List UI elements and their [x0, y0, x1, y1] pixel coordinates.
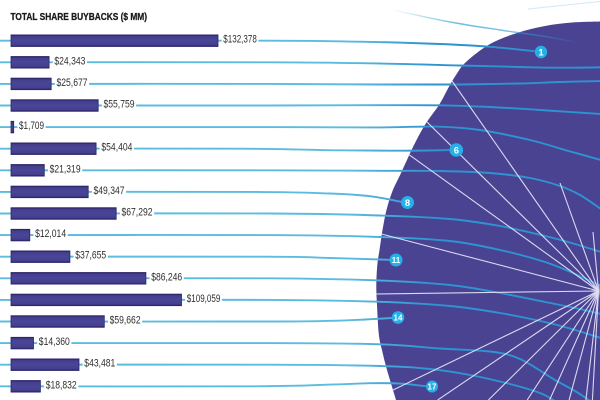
- svg-text:$55,759: $55,759: [104, 99, 135, 111]
- svg-text:$21,319: $21,319: [50, 163, 81, 175]
- svg-text:$109,059: $109,059: [187, 293, 221, 305]
- svg-text:11: 11: [392, 256, 401, 265]
- svg-text:$25,677: $25,677: [57, 77, 88, 89]
- svg-text:1: 1: [538, 47, 543, 57]
- svg-text:TOTAL SHARE BUYBACKS ($ MM): TOTAL SHARE BUYBACKS ($ MM): [11, 12, 148, 23]
- svg-text:6: 6: [454, 144, 459, 155]
- svg-text:$1,709: $1,709: [19, 120, 44, 132]
- svg-text:$54,404: $54,404: [101, 142, 132, 154]
- svg-text:$37,655: $37,655: [75, 250, 106, 262]
- svg-text:17: 17: [428, 382, 437, 391]
- svg-text:$67,292: $67,292: [122, 207, 153, 219]
- svg-text:$24,343: $24,343: [54, 55, 85, 67]
- svg-text:$59,662: $59,662: [110, 315, 141, 327]
- svg-text:$14,360: $14,360: [39, 336, 70, 348]
- svg-text:$12,014: $12,014: [35, 228, 66, 240]
- svg-text:$49,347: $49,347: [94, 185, 125, 197]
- svg-text:$86,246: $86,246: [151, 271, 182, 283]
- svg-text:8: 8: [405, 197, 410, 208]
- svg-text:$18,832: $18,832: [46, 379, 77, 391]
- svg-text:14: 14: [394, 313, 403, 322]
- svg-text:$43,481: $43,481: [84, 358, 115, 370]
- svg-text:$132,378: $132,378: [223, 34, 257, 46]
